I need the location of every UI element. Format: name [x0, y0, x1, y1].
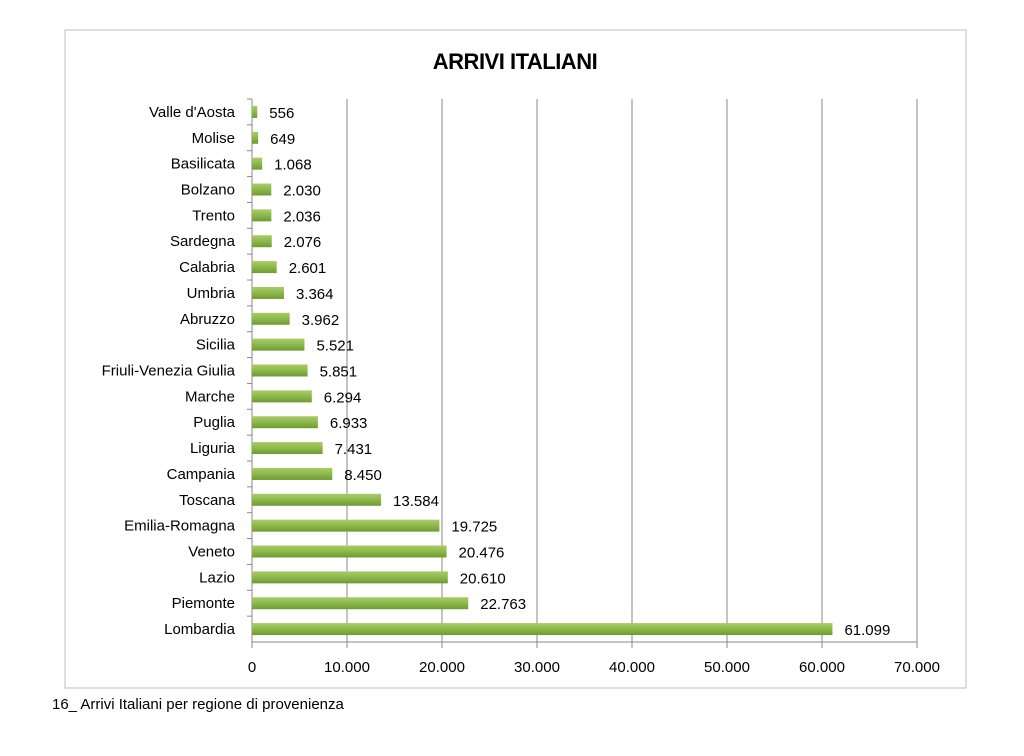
data-label: 6.294: [324, 389, 362, 406]
x-tick-label: 40.000: [609, 659, 655, 676]
data-label: 5.851: [320, 364, 358, 381]
chart-title: ARRIVI ITALIANI: [433, 49, 597, 74]
data-label: 6.933: [330, 415, 368, 432]
caption: 16_ Arrivi Italiani per regione di prove…: [52, 696, 344, 713]
category-label: Toscana: [179, 492, 236, 509]
chart-frame: [64, 29, 967, 689]
data-label: 22.763: [480, 596, 526, 613]
bar: [252, 597, 469, 610]
bar: [252, 364, 308, 377]
category-label: Marche: [185, 388, 235, 405]
bar: [252, 416, 318, 429]
bar: [252, 209, 272, 222]
category-label: Calabria: [179, 259, 236, 276]
bar: [252, 442, 323, 455]
bar: [252, 623, 833, 636]
category-label: Bolzano: [181, 182, 235, 199]
data-label: 2.601: [289, 260, 327, 277]
data-label: 7.431: [335, 441, 373, 458]
category-label: Lombardia: [164, 621, 236, 638]
x-tick-label: 70.000: [894, 659, 940, 676]
data-label: 19.725: [451, 519, 497, 536]
category-label: Veneto: [188, 544, 235, 561]
data-label: 2.030: [283, 183, 321, 200]
bar: [252, 390, 312, 403]
x-tick-label: 50.000: [704, 659, 750, 676]
bar: [252, 493, 382, 506]
category-label: Trento: [192, 207, 235, 224]
bar: [252, 261, 277, 274]
category-label: Sicilia: [196, 337, 236, 354]
data-label: 649: [270, 131, 295, 148]
bar: [252, 519, 440, 532]
category-label: Piemonte: [172, 595, 235, 612]
x-tick-label: 60.000: [799, 659, 845, 676]
x-tick-label: 30.000: [514, 659, 560, 676]
category-label: Emilia-Romagna: [124, 518, 236, 535]
bar: [252, 235, 272, 248]
x-tick-label: 10.000: [324, 659, 370, 676]
data-label: 8.450: [344, 467, 382, 484]
bar: [252, 571, 448, 584]
bar: [252, 312, 290, 325]
bar: [252, 286, 284, 299]
data-label: 2.076: [284, 234, 322, 251]
bar: [252, 467, 333, 480]
data-label: 556: [269, 105, 294, 122]
data-label: 20.476: [459, 545, 505, 562]
data-label: 2.036: [283, 208, 321, 225]
data-label: 5.521: [316, 338, 354, 355]
category-label: Puglia: [193, 414, 235, 431]
category-label: Basilicata: [171, 156, 236, 173]
data-label: 3.962: [302, 312, 340, 329]
bar: [252, 183, 272, 196]
bar: [252, 131, 259, 144]
category-label: Lazio: [199, 569, 235, 586]
category-label: Abruzzo: [180, 311, 235, 328]
bar: [252, 545, 447, 558]
bar: [252, 338, 305, 351]
x-tick-label: 20.000: [419, 659, 465, 676]
category-label: Molise: [192, 130, 235, 147]
data-label: 61.099: [844, 622, 890, 639]
bar: [252, 105, 258, 118]
category-label: Valle d'Aosta: [149, 104, 236, 121]
category-label: Liguria: [190, 440, 236, 457]
category-label: Campania: [167, 466, 236, 483]
data-label: 1.068: [274, 157, 312, 174]
data-label: 3.364: [296, 286, 334, 303]
data-label: 20.610: [460, 570, 506, 587]
category-label: Friuli-Venezia Giulia: [102, 363, 236, 380]
x-tick-label: 0: [248, 659, 256, 676]
data-label: 13.584: [393, 493, 439, 510]
category-label: Umbria: [187, 285, 236, 302]
bar: [252, 157, 263, 170]
category-label: Sardegna: [170, 233, 236, 250]
